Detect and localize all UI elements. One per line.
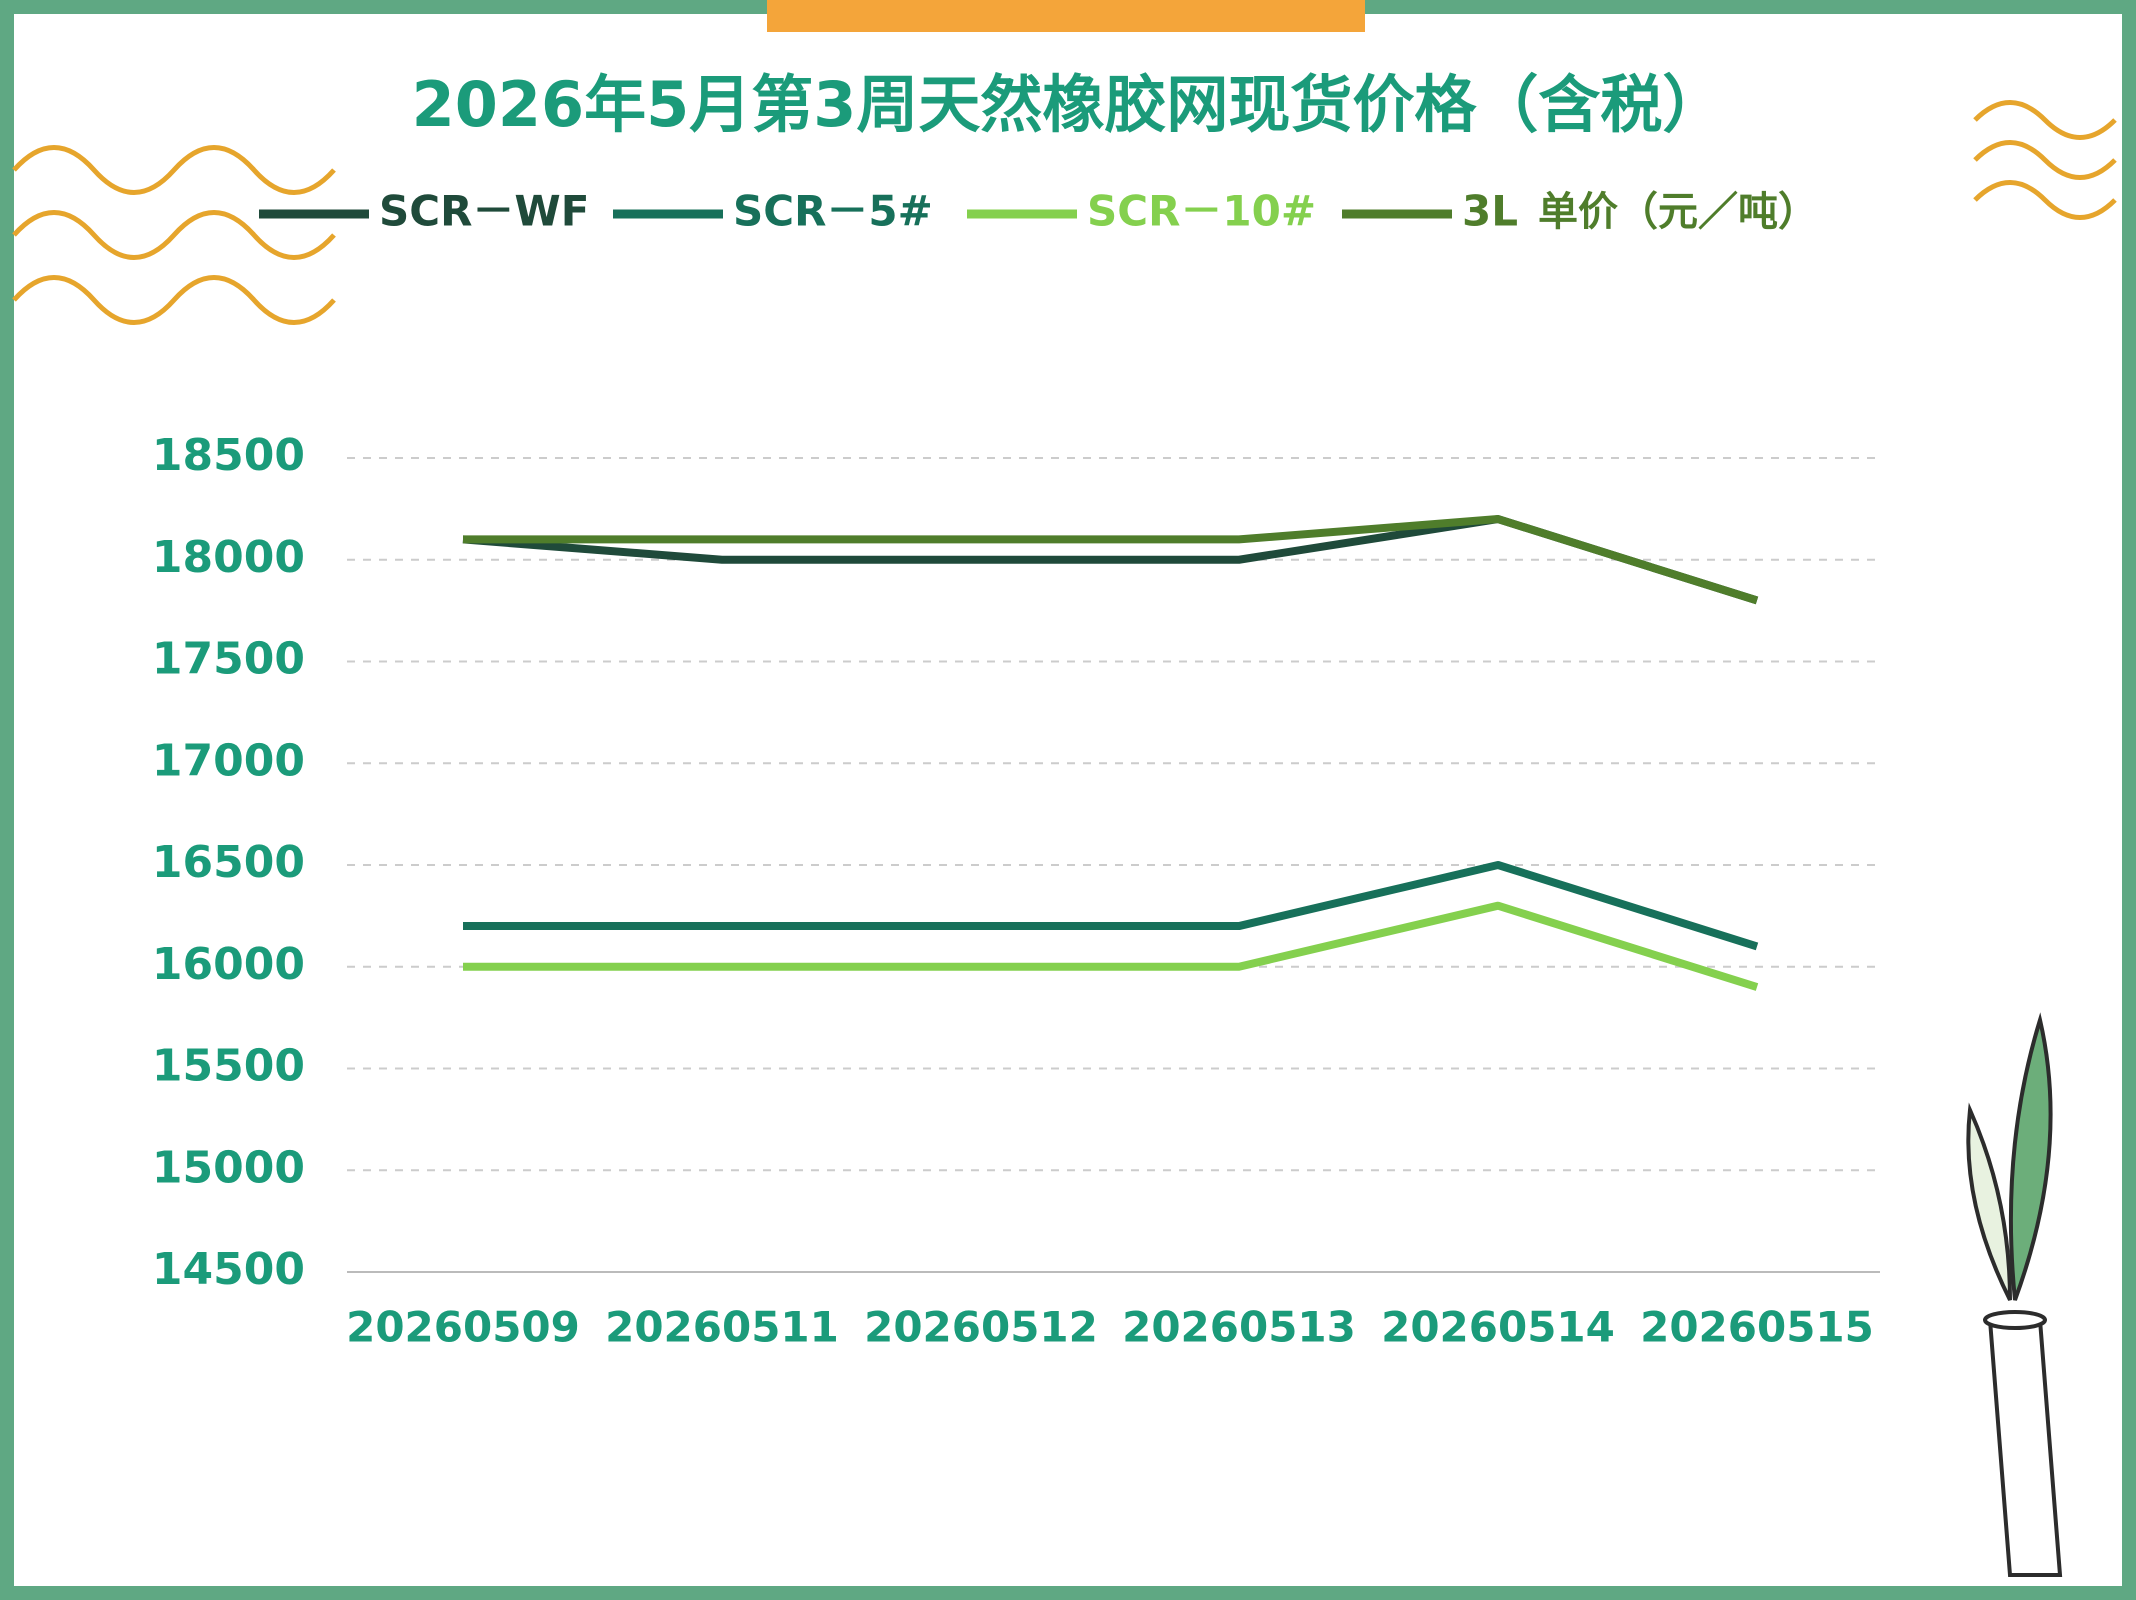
x-tick-label: 20260512 xyxy=(864,1303,1098,1352)
series-line xyxy=(463,861,1759,951)
y-tick-label: 17000 xyxy=(152,735,305,786)
y-tick-label: 15000 xyxy=(152,1142,305,1193)
y-tick-label: 14500 xyxy=(152,1244,305,1295)
y-tick-label: 16500 xyxy=(152,837,305,888)
y-axis-label: 单价（元／吨） xyxy=(1538,189,1818,235)
legend-label: SCR－5# xyxy=(733,187,933,236)
panel xyxy=(14,14,2122,1586)
series-line xyxy=(463,901,1759,991)
series-line xyxy=(463,515,1759,605)
y-tick-label: 18500 xyxy=(152,430,305,481)
legend-label: 3L xyxy=(1462,187,1518,236)
plant-decoration xyxy=(1966,1012,2063,1577)
y-tick-label: 16000 xyxy=(152,939,305,990)
top-tab xyxy=(767,0,1365,32)
y-tick-label: 17500 xyxy=(152,634,305,685)
y-tick-label: 15500 xyxy=(152,1041,305,1092)
x-tick-label: 20260513 xyxy=(1122,1303,1356,1352)
y-tick-label: 18000 xyxy=(152,532,305,583)
legend-label: SCR－WF xyxy=(379,187,589,236)
x-tick-label: 20260514 xyxy=(1381,1303,1615,1352)
x-tick-label: 20260511 xyxy=(605,1303,839,1352)
legend-label: SCR－10# xyxy=(1087,187,1316,236)
chart-title: 2026年5月第3周天然橡胶网现货价格（含税） xyxy=(412,68,1725,141)
x-tick-label: 20260515 xyxy=(1640,1303,1874,1352)
wave-decoration xyxy=(12,100,2117,325)
x-tick-label: 20260509 xyxy=(346,1303,580,1352)
